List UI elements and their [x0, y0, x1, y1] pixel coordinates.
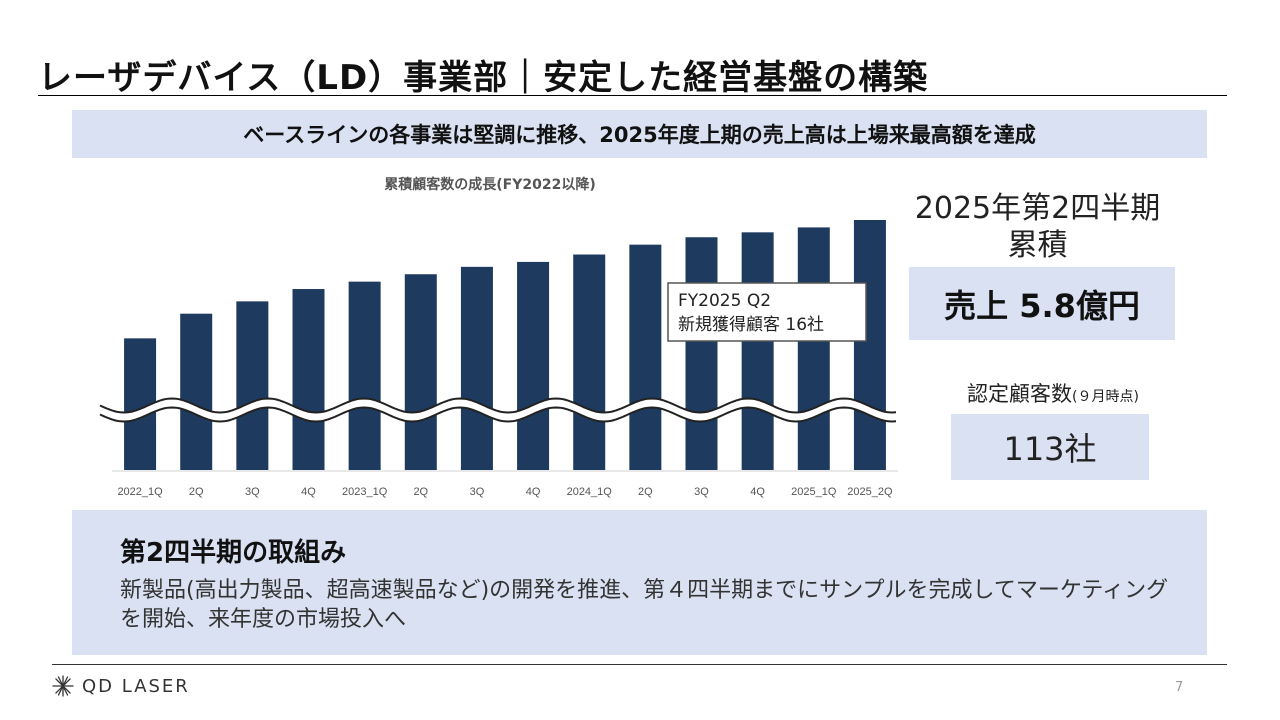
x-tick-label-7: 4Q [526, 486, 541, 498]
page-number: 7 [1175, 680, 1184, 695]
bar-2 [236, 301, 269, 470]
annotation-box [667, 282, 867, 342]
bar-5 [404, 274, 437, 470]
logo-text: QD LASER [82, 675, 190, 697]
kpi-customers-note: (９月時点) [1072, 389, 1139, 405]
axis-break-line-upper [99, 397, 897, 414]
bar-8 [573, 254, 606, 470]
chart-title: 累積顧客数の成長(FY2022以降) [384, 177, 596, 193]
axis-break-band [98, 398, 897, 422]
bar-6 [460, 266, 493, 470]
x-tick-label-0: 2022_1Q [117, 486, 163, 498]
x-tick-label-6: 3Q [470, 486, 485, 498]
x-tick-label-13: 2025_2Q [847, 486, 893, 498]
kpi-period: 2025年第2四半期 累積 [905, 190, 1170, 264]
initiatives-box: 第2四半期の取組み 新製品(高出力製品、超高速製品など)の開発を推進、第４四半期… [72, 510, 1207, 655]
x-tick-label-2: 3Q [245, 486, 260, 498]
company-logo: QD LASER [52, 675, 190, 697]
kpi-period-line1: 2025年第2四半期 [914, 191, 1161, 226]
x-tick-label-11: 4Q [750, 486, 765, 498]
kpi-sales-value: 売上 5.8億円 [909, 267, 1175, 340]
bar-4 [348, 281, 381, 470]
x-tick-label-5: 2Q [413, 486, 428, 498]
bar-10 [685, 237, 718, 470]
initiatives-text: 新製品(高出力製品、超高速製品など)の開発を推進、第４四半期までにサンプルを完成… [120, 578, 1169, 632]
kpi-customers-label-text: 認定顧客数 [967, 382, 1072, 406]
bar-11 [741, 232, 774, 470]
x-tick-label-12: 2025_1Q [791, 486, 837, 498]
x-tick-label-3: 4Q [301, 486, 316, 498]
initiatives-heading: 第2四半期の取組み [120, 538, 347, 568]
title-divider [38, 95, 1227, 96]
bar-3 [292, 289, 325, 470]
x-tick-label-4: 2023_1Q [342, 486, 388, 498]
bar-1 [180, 313, 213, 470]
x-tick-label-10: 3Q [694, 486, 709, 498]
bar-7 [517, 261, 550, 470]
kpi-period-line2: 累積 [1007, 228, 1068, 263]
kpi-customers-label: 認定顧客数(９月時点) [967, 378, 1139, 408]
starburst-icon [52, 675, 74, 697]
annotation-line-0: FY2025 Q2 [678, 291, 771, 311]
x-tick-label-9: 2Q [638, 486, 653, 498]
footer-divider [52, 664, 1227, 665]
page-title: レーザデバイス（LD）事業部｜安定した経営基盤の構築 [38, 58, 929, 98]
x-tick-label-8: 2024_1Q [567, 486, 613, 498]
axis-break-line-lower [99, 406, 897, 423]
bar-12 [797, 227, 830, 470]
x-tick-label-1: 2Q [189, 486, 204, 498]
kpi-customers-value: 113社 [951, 414, 1149, 480]
headline-banner: ベースラインの各事業は堅調に推移、2025年度上期の売上高は上場来最高額を達成 [72, 110, 1207, 158]
annotation-line-1: 新規獲得顧客 16社 [678, 315, 824, 335]
bar-13 [853, 220, 886, 470]
bar-9 [629, 244, 662, 470]
